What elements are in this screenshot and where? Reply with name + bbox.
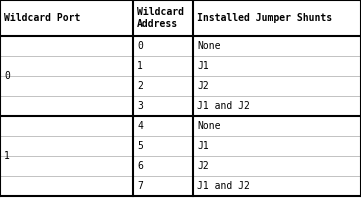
Text: 2: 2: [137, 81, 143, 91]
Text: None: None: [197, 41, 221, 51]
Text: 0: 0: [4, 71, 10, 81]
Text: 0: 0: [137, 41, 143, 51]
Text: 3: 3: [137, 101, 143, 111]
Text: 6: 6: [137, 161, 143, 171]
Text: 7: 7: [137, 181, 143, 191]
Text: None: None: [197, 121, 221, 131]
Text: Wildcard Port: Wildcard Port: [4, 13, 81, 23]
Text: Installed Jumper Shunts: Installed Jumper Shunts: [197, 13, 332, 23]
Text: J1 and J2: J1 and J2: [197, 181, 250, 191]
Text: Wildcard
Address: Wildcard Address: [137, 7, 184, 29]
Text: 1: 1: [4, 151, 10, 161]
Text: J2: J2: [197, 161, 209, 171]
Text: J1: J1: [197, 61, 209, 71]
Text: J1 and J2: J1 and J2: [197, 101, 250, 111]
Text: 1: 1: [137, 61, 143, 71]
Text: 4: 4: [137, 121, 143, 131]
Text: J1: J1: [197, 141, 209, 151]
Text: 5: 5: [137, 141, 143, 151]
Text: J2: J2: [197, 81, 209, 91]
